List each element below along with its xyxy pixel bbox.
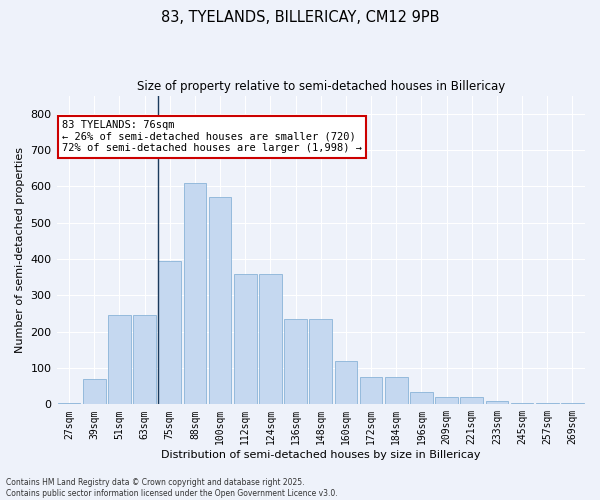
Bar [536, 402, 559, 404]
Bar [511, 402, 533, 404]
Bar [460, 397, 483, 404]
Y-axis label: Number of semi-detached properties: Number of semi-detached properties [15, 147, 25, 353]
Text: 83, TYELANDS, BILLERICAY, CM12 9PB: 83, TYELANDS, BILLERICAY, CM12 9PB [161, 10, 439, 25]
Bar [58, 402, 80, 404]
Bar [435, 397, 458, 404]
Bar [310, 319, 332, 404]
Title: Size of property relative to semi-detached houses in Billericay: Size of property relative to semi-detach… [137, 80, 505, 93]
Bar [561, 403, 584, 404]
Text: Contains HM Land Registry data © Crown copyright and database right 2025.
Contai: Contains HM Land Registry data © Crown c… [6, 478, 338, 498]
Text: 83 TYELANDS: 76sqm
← 26% of semi-detached houses are smaller (720)
72% of semi-d: 83 TYELANDS: 76sqm ← 26% of semi-detache… [62, 120, 362, 154]
Bar [284, 319, 307, 404]
Bar [108, 316, 131, 404]
Bar [209, 198, 232, 404]
Bar [158, 261, 181, 404]
Bar [184, 182, 206, 404]
Bar [83, 379, 106, 404]
Bar [259, 274, 282, 404]
Bar [360, 377, 382, 404]
Bar [133, 316, 156, 404]
X-axis label: Distribution of semi-detached houses by size in Billericay: Distribution of semi-detached houses by … [161, 450, 481, 460]
Bar [385, 377, 407, 404]
Bar [410, 392, 433, 404]
Bar [234, 274, 257, 404]
Bar [335, 360, 357, 405]
Bar [485, 402, 508, 404]
